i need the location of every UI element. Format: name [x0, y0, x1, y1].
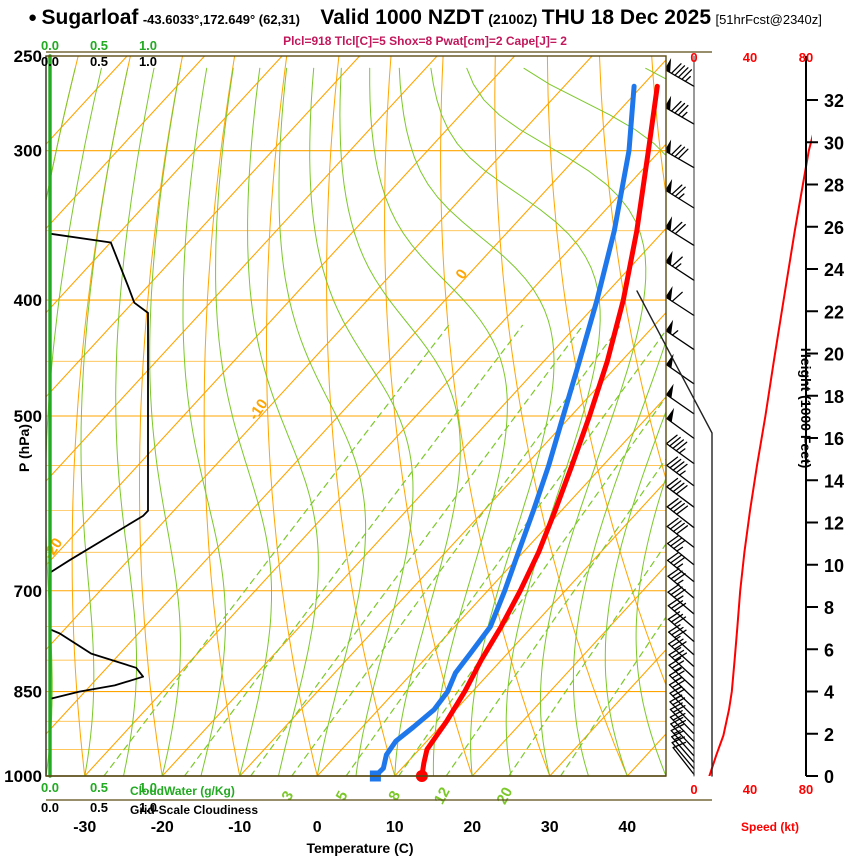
- svg-text:500: 500: [14, 407, 42, 426]
- svg-text:32: 32: [824, 91, 844, 111]
- svg-text:30: 30: [541, 819, 559, 836]
- svg-text:0: 0: [824, 767, 834, 787]
- svg-text:10: 10: [386, 819, 404, 836]
- svg-text:26: 26: [824, 218, 844, 238]
- isotherm-labels: 0-10-20: [40, 266, 471, 562]
- svg-text:20: 20: [463, 819, 481, 836]
- mixing-ratio-gridlines: [103, 324, 666, 776]
- wind-speed-profile: [708, 134, 812, 776]
- valid-date: THU 18 Dec 2025: [541, 6, 712, 29]
- svg-text:850: 850: [14, 683, 42, 702]
- svg-text:22: 22: [824, 302, 844, 322]
- svg-text:12: 12: [431, 785, 454, 808]
- title-bar: ● Sugarloaf -43.6033°,172.649° (62,31) V…: [0, 6, 850, 32]
- svg-text:1.0: 1.0: [139, 54, 157, 69]
- cloudiness-axis-label: Grid-Scale Cloudiness: [130, 803, 259, 817]
- speed-axis-label: Speed (kt): [740, 820, 799, 834]
- station-bullet-icon: ●: [28, 9, 38, 26]
- svg-text:700: 700: [14, 582, 42, 601]
- svg-text:-30: -30: [73, 819, 96, 836]
- svg-text:40: 40: [743, 782, 757, 797]
- svg-text:0.5: 0.5: [90, 800, 108, 815]
- valid-time: Valid 1000 NZDT: [320, 6, 484, 29]
- pressure-axis-label: P (hPa): [16, 424, 32, 472]
- mixing-ratio-labels: 3 5 8 12 20: [278, 784, 516, 807]
- station-name: Sugarloaf: [41, 6, 139, 29]
- svg-text:0.5: 0.5: [90, 38, 108, 53]
- svg-text:40: 40: [743, 50, 757, 65]
- svg-text:8: 8: [385, 788, 404, 803]
- valid-time-zulu: (2100Z): [488, 11, 538, 27]
- svg-text:80: 80: [799, 50, 813, 65]
- svg-text:80: 80: [799, 782, 813, 797]
- svg-text:0.0: 0.0: [41, 54, 59, 69]
- moist-adiabat-gridlines: [46, 67, 666, 776]
- svg-text:1000: 1000: [4, 767, 42, 786]
- svg-text:28: 28: [824, 176, 844, 196]
- svg-text:0.5: 0.5: [90, 54, 108, 69]
- svg-text:2: 2: [824, 725, 834, 745]
- temperature-axis-label: Temperature (C): [306, 840, 414, 856]
- svg-text:0.5: 0.5: [90, 780, 108, 795]
- sounding-parameters: Plcl=918 Tlcl[C]=5 Shox=8 Pwat[cm]=2 Cap…: [283, 34, 567, 48]
- plot-frame: [45, 51, 807, 801]
- dewpoint-profile: [372, 83, 637, 776]
- isotherm-gridlines: [46, 56, 666, 776]
- temperature-profile: [419, 83, 660, 776]
- svg-text:1.0: 1.0: [139, 800, 157, 815]
- svg-text:300: 300: [14, 142, 42, 161]
- cloudiness-profile: [49, 55, 149, 777]
- svg-text:5: 5: [333, 788, 352, 803]
- svg-text:18: 18: [824, 387, 844, 407]
- svg-text:16: 16: [824, 429, 844, 449]
- svg-text:3: 3: [278, 788, 297, 803]
- svg-text:10: 10: [824, 556, 844, 576]
- svg-text:20: 20: [493, 784, 516, 807]
- svg-text:20: 20: [824, 345, 844, 365]
- wind-barbs: [666, 58, 695, 776]
- height-axis-label: Height (1000 Feet): [798, 347, 814, 469]
- svg-text:0: 0: [690, 782, 697, 797]
- svg-text:0.0: 0.0: [41, 38, 59, 53]
- cloudwater-axis-label: CloudWater (g/Kg): [130, 784, 235, 798]
- svg-text:1.0: 1.0: [139, 38, 157, 53]
- svg-text:6: 6: [824, 640, 834, 660]
- svg-text:8: 8: [824, 598, 834, 618]
- svg-text:-20: -20: [40, 535, 66, 562]
- svg-text:0.0: 0.0: [41, 780, 59, 795]
- svg-text:40: 40: [618, 819, 636, 836]
- svg-text:400: 400: [14, 291, 42, 310]
- forecast-stamp: [51hrFcst@2340z]: [715, 12, 822, 27]
- isobar-gridlines: [46, 55, 666, 777]
- svg-text:0.0: 0.0: [41, 800, 59, 815]
- svg-text:-10: -10: [228, 819, 251, 836]
- svg-text:250: 250: [14, 47, 42, 66]
- svg-text:0: 0: [313, 819, 322, 836]
- svg-text:4: 4: [824, 683, 834, 703]
- svg-text:14: 14: [824, 471, 844, 491]
- svg-text:0: 0: [453, 266, 472, 282]
- svg-text:1.0: 1.0: [139, 780, 157, 795]
- svg-text:30: 30: [824, 133, 844, 153]
- svg-text:0: 0: [690, 50, 697, 65]
- svg-text:12: 12: [824, 514, 844, 534]
- svg-text:-20: -20: [151, 819, 174, 836]
- station-coordinates: -43.6033°,172.649° (62,31): [142, 12, 300, 27]
- dry-adiabat-gridlines: [46, 56, 666, 776]
- svg-text:24: 24: [824, 260, 844, 280]
